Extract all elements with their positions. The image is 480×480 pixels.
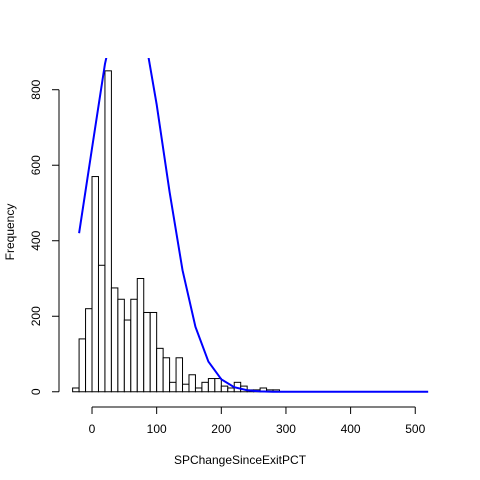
bar [78,338,87,393]
bar [156,347,164,393]
x-tick-label: 0 [89,422,96,436]
bar [162,357,171,393]
bar [110,287,119,393]
bar [85,308,93,393]
bar [97,264,106,393]
bar [136,277,145,393]
x-tick-label: 100 [147,422,167,436]
bar [188,374,196,393]
bar [72,387,80,393]
bar [175,357,184,393]
x-axis-label: SPChangeSinceExitPCT [174,453,307,467]
y-tick-label: 0 [29,388,43,395]
y-axis-label: Frequency [3,204,17,261]
y-tick-label: 200 [29,306,43,326]
density-curve [78,58,429,393]
bar [201,381,209,393]
bar [214,378,222,393]
bar [227,387,235,393]
bar [104,70,112,393]
x-tick-label: 300 [276,422,296,436]
bar [182,383,190,393]
bar [149,311,158,393]
bar [117,298,125,393]
bar [220,385,229,393]
y-tick-label: 800 [29,79,43,99]
y-tick-label: 400 [29,230,43,250]
x-tick-label: 400 [341,422,361,436]
y-tick-label: 600 [29,155,43,175]
bar [130,298,138,393]
bar [194,387,203,393]
bar [207,378,216,393]
bar [123,319,132,393]
x-tick-label: 200 [211,422,231,436]
bar [91,176,99,393]
x-tick-label: 500 [405,422,425,436]
bar [169,381,177,393]
bar [143,311,151,393]
